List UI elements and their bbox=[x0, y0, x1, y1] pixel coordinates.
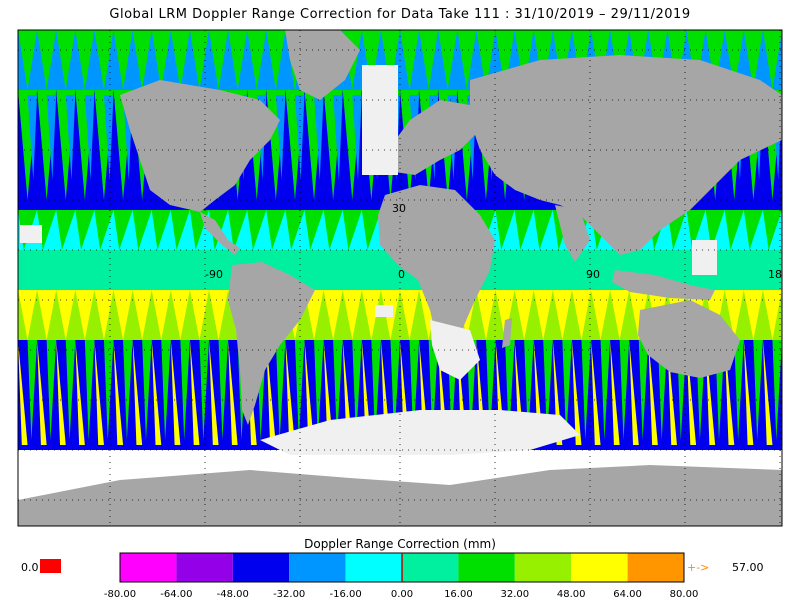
colorbar-tick-label: 32.00 bbox=[500, 589, 530, 600]
colorbar-tick-label: 80.00 bbox=[669, 589, 699, 600]
colorbar-cell-9 bbox=[627, 553, 684, 582]
colorbar-cell-4 bbox=[345, 553, 402, 582]
land-masses bbox=[18, 30, 782, 526]
south-america bbox=[228, 262, 315, 425]
north-america bbox=[120, 80, 280, 212]
colorbar-cell-8 bbox=[571, 553, 628, 582]
antarctica bbox=[18, 465, 782, 526]
colorbar-tick-label: 16.00 bbox=[444, 589, 473, 600]
asia bbox=[470, 55, 782, 255]
colorbar-tick-label: -16.00 bbox=[329, 589, 362, 600]
colorbar-cell-5 bbox=[402, 553, 459, 582]
indonesia bbox=[612, 270, 715, 300]
nodata-swatch bbox=[40, 559, 61, 573]
map-title: Global LRM Doppler Range Correction for … bbox=[109, 7, 691, 22]
world-map: 30 -90 0 90 180 bbox=[17, 29, 789, 527]
lon-label--90: -90 bbox=[205, 268, 223, 281]
colorbar-tick-label: 64.00 bbox=[613, 589, 642, 600]
lon-label-0: 0 bbox=[398, 268, 405, 281]
graticule bbox=[18, 30, 782, 526]
europe bbox=[388, 100, 480, 175]
greenland bbox=[285, 30, 360, 100]
madagascar bbox=[502, 318, 512, 348]
max-value: 57.00 bbox=[732, 561, 764, 574]
colorbar-cell-1 bbox=[176, 553, 233, 582]
australia bbox=[638, 300, 740, 378]
colorbar-tick-label: -32.00 bbox=[273, 589, 306, 600]
colorbar-tick-label: -64.00 bbox=[160, 589, 193, 600]
colorbar-cell-7 bbox=[514, 553, 572, 582]
colorbar-tick-label: -80.00 bbox=[103, 589, 137, 600]
colorbar-cell-3 bbox=[289, 553, 346, 582]
no-data-regions bbox=[20, 65, 717, 455]
colorbar-tick-label: 0.00 bbox=[390, 589, 414, 600]
lat-label-30: 30 bbox=[392, 202, 406, 215]
india bbox=[555, 205, 590, 262]
colorbar-cell-6 bbox=[458, 553, 515, 582]
nodata-value: 0.0 bbox=[21, 561, 39, 574]
colorbar-title: Doppler Range Correction (mm) bbox=[304, 537, 496, 551]
colorbar-tick-label: 48.00 bbox=[556, 589, 586, 600]
africa bbox=[378, 185, 495, 355]
max-arrow: +-> bbox=[687, 561, 710, 574]
colorbar-tick-label: -48.00 bbox=[216, 589, 249, 600]
lon-label-180: 180 bbox=[768, 268, 789, 281]
central-america bbox=[200, 212, 240, 255]
colorbar-outline bbox=[119, 552, 685, 583]
colorbar-cell-2 bbox=[232, 553, 290, 582]
colorbar-cell-0 bbox=[120, 553, 177, 582]
lon-label-90: 90 bbox=[586, 268, 600, 281]
